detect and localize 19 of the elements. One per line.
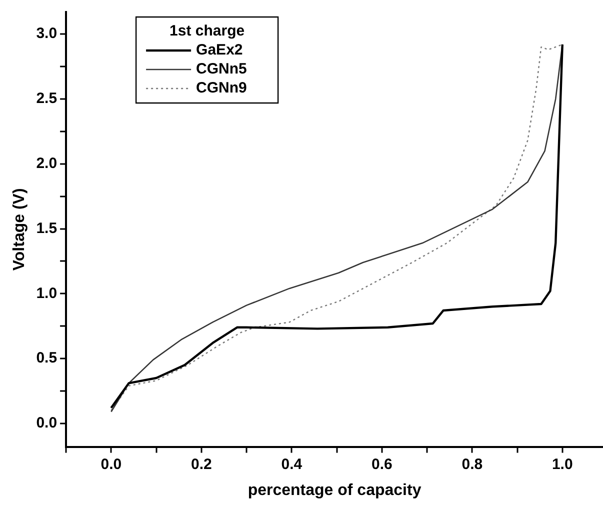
x-axis-title: percentage of capacity [248, 482, 422, 499]
y-tick-label: 2.5 [36, 90, 58, 108]
x-tick-label: 0.6 [371, 456, 392, 473]
x-tick-label: 0.2 [190, 456, 212, 473]
legend-label: GaEx2 [196, 42, 243, 59]
y-tick-label: 1.5 [36, 220, 58, 237]
y-tick-label: 1.0 [36, 284, 58, 302]
legend-label: CGNn5 [196, 60, 247, 78]
legend-label: CGNn9 [196, 80, 247, 97]
y-tick-label: 2.0 [36, 154, 58, 172]
x-tick-label: 0.4 [281, 456, 303, 473]
y-tick-label: 0.0 [36, 414, 58, 432]
y-tick-label: 3.0 [36, 25, 58, 42]
x-tick-label: 0.0 [100, 456, 122, 473]
legend-title: 1st charge [170, 22, 245, 40]
x-tick-label: 0.8 [462, 456, 483, 473]
y-axis-title: Voltage (V) [11, 188, 28, 271]
y-tick-label: 0.5 [36, 350, 58, 367]
x-tick-label: 1.0 [552, 456, 573, 473]
